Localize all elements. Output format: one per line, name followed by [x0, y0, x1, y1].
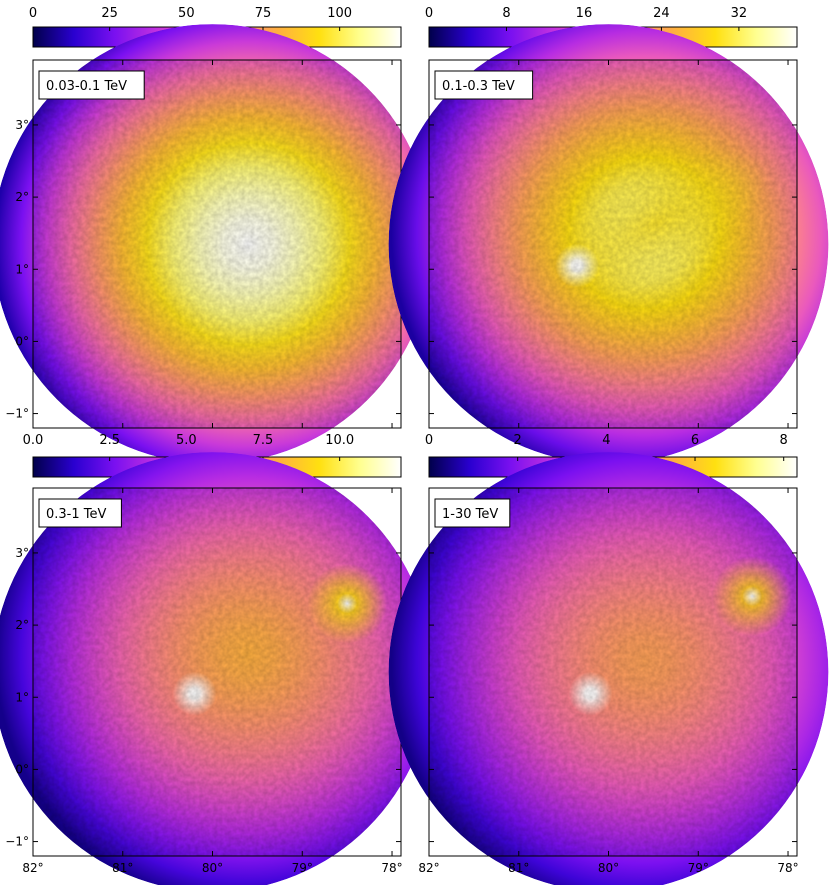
colorbar-tick-label: 75 [255, 6, 272, 21]
x-tick-label: 79° [688, 861, 709, 875]
label-box [434, 498, 511, 528]
energy-band-label: 0.03-0.1 TeV [38, 70, 145, 100]
colorbar-tick-label: 32 [731, 6, 748, 21]
x-tick-label: 79° [292, 861, 313, 875]
x-tick-label: 81° [112, 861, 133, 875]
energy-band-text: 0.1-0.3 TeV [442, 79, 515, 94]
colorbar-tick-label: 8 [502, 6, 510, 21]
y-tick-label: 1° [15, 262, 29, 276]
colorbar-tick-label: 25 [101, 6, 118, 21]
sky-map: 3° 2° 1° 0° −1° 0.03-0.1 TeV [0, 24, 433, 464]
colorbar-tick-label: 2.5 [99, 433, 120, 448]
label-box [38, 498, 122, 528]
noise-texture [33, 488, 401, 856]
colorbar-tick-label: 0 [425, 6, 433, 21]
noise-texture [429, 60, 797, 428]
y-tick-label: 0° [15, 762, 29, 776]
plot-frame [428, 59, 798, 429]
energy-band-text: 0.3-1 TeV [46, 507, 106, 522]
y-tick-label: −1° [5, 835, 29, 849]
panel-3: 0.0 2.5 5.0 7.5 10.0 3° 2° 1° 0° −1° 82° 81° 80° 79° 7… [0, 433, 433, 889]
colorbar-tick-label: 5.0 [176, 433, 197, 448]
emission-layer [388, 24, 829, 464]
colorbar-tick-label: 50 [178, 6, 195, 21]
x-tick-label: 78° [777, 861, 798, 875]
energy-band-label: 0.3-1 TeV [38, 498, 122, 528]
colorbar-tick-label: 4 [602, 433, 610, 448]
colorbar-tick-label: 10.0 [325, 433, 354, 448]
energy-band-text: 1-30 TeV [442, 507, 498, 522]
colorbar-tick-label: 24 [653, 6, 670, 21]
x-tick-label: 81° [508, 861, 529, 875]
sky-map: 3° 2° 1° 0° −1° 82° 81° 80° 79° 78° 0.3-1 TeV [0, 452, 433, 889]
noise-texture [33, 60, 401, 428]
y-tick-label: 2° [15, 618, 29, 632]
colorbar-tick-label: 7.5 [253, 433, 274, 448]
emission-layer [0, 452, 433, 889]
panel-2: 0 8 16 24 320.1-0.3 TeV [388, 6, 829, 464]
energy-band-text: 0.03-0.1 TeV [46, 79, 127, 94]
label-box [434, 70, 534, 100]
panel-4: 0 2 4 6 8 82° 81° 80° 79° 78° 1-30 TeV [388, 433, 829, 889]
x-tick-label: 80° [202, 861, 223, 875]
y-tick-label: −1° [5, 407, 29, 421]
noise-texture [429, 488, 797, 856]
plot-frame [428, 487, 798, 857]
sky-map: 82° 81° 80° 79° 78° 1-30 TeV [388, 452, 829, 889]
emission-layer [0, 24, 433, 464]
y-tick-label: 0° [15, 334, 29, 348]
energy-band-label: 0.1-0.3 TeV [434, 70, 534, 100]
colorbar-tick-label: 2 [514, 433, 522, 448]
colorbar-tick-label: 16 [576, 6, 593, 21]
label-box [38, 70, 145, 100]
x-tick-label: 80° [598, 861, 619, 875]
colorbar-tick-label: 0 [425, 433, 433, 448]
x-tick-label: 82° [418, 861, 439, 875]
y-tick-label: 3° [15, 546, 29, 560]
y-tick-label: 2° [15, 190, 29, 204]
colorbar-tick-label: 0.0 [23, 433, 44, 448]
emission-layer [388, 452, 829, 889]
colorbar-tick-label: 100 [327, 6, 352, 21]
colorbar-tick-label: 8 [780, 433, 788, 448]
y-tick-label: 3° [15, 118, 29, 132]
colorbar-tick-label: 6 [691, 433, 699, 448]
sky-map: 0.1-0.3 TeV [388, 24, 829, 464]
y-tick-label: 1° [15, 690, 29, 704]
x-tick-label: 78° [381, 861, 402, 875]
energy-band-label: 1-30 TeV [434, 498, 511, 528]
x-tick-label: 82° [22, 861, 43, 875]
panel-1: 0 25 50 75 100 3° 2° 1° 0° −1° 0.03-0.1 TeV [0, 6, 433, 464]
colorbar-tick-label: 0 [29, 6, 37, 21]
